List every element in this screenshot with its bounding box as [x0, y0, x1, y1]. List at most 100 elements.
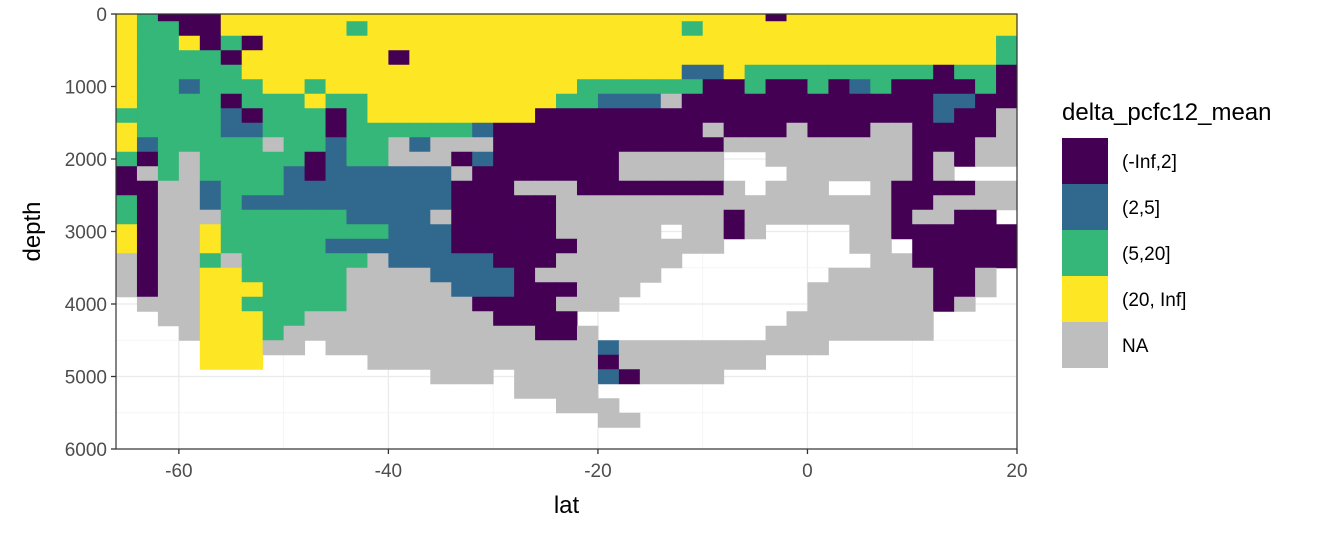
heatmap-cell — [535, 166, 557, 182]
heatmap-cell — [220, 224, 243, 240]
heatmap-cell — [241, 137, 264, 153]
heatmap-cell — [870, 296, 892, 312]
heatmap-cell — [870, 64, 892, 80]
heatmap-cell — [451, 354, 473, 370]
heatmap-cell — [178, 195, 201, 211]
heatmap-cell — [996, 137, 1018, 153]
heatmap-cell — [283, 35, 306, 51]
heatmap-cell — [325, 21, 347, 37]
heatmap-cell — [618, 122, 641, 138]
heatmap-cell — [828, 282, 850, 298]
heatmap-cell — [702, 166, 725, 182]
heatmap-cell — [576, 296, 599, 312]
heatmap-cell — [660, 122, 683, 138]
heatmap-cell — [870, 93, 892, 109]
heatmap-cell — [346, 209, 368, 225]
heatmap-cell — [556, 296, 578, 312]
heatmap-cell — [597, 412, 620, 428]
heatmap-cell — [325, 151, 347, 167]
heatmap-cell — [786, 340, 808, 356]
heatmap-cell — [828, 137, 850, 153]
heatmap-cell — [346, 137, 368, 153]
heatmap-cell — [996, 238, 1018, 254]
heatmap-cell — [262, 122, 285, 138]
heatmap-cell — [178, 79, 201, 95]
heatmap-cell — [912, 267, 934, 283]
heatmap-cell — [933, 21, 955, 37]
y-tick-label: 0 — [96, 5, 107, 26]
heatmap-cell — [933, 108, 955, 124]
heatmap-cell — [639, 209, 662, 225]
heatmap-cell — [535, 296, 557, 312]
heatmap-cell — [451, 238, 473, 254]
heatmap-cell — [451, 14, 473, 22]
heatmap-cell — [618, 340, 641, 356]
heatmap-cell — [472, 79, 494, 95]
heatmap-cell — [262, 14, 285, 22]
legend: delta_pcfc12_mean (-Inf,2] (2,5] (5,20] (20… — [1062, 99, 1271, 368]
heatmap-cell — [199, 166, 222, 182]
heatmap-cell — [996, 195, 1018, 211]
y-axis: 0 1000 2000 3000 4000 5000 6000 — [65, 5, 116, 461]
heatmap-cell — [472, 369, 494, 385]
heatmap-cell — [472, 253, 494, 269]
heatmap-cell — [325, 122, 347, 138]
heatmap-cell — [576, 151, 599, 167]
heatmap-cell — [283, 209, 306, 225]
heatmap-cell — [996, 108, 1018, 124]
heatmap-cell — [723, 79, 746, 95]
heatmap-cell — [388, 180, 410, 196]
heatmap-cell — [367, 50, 389, 66]
heatmap-cell — [283, 151, 306, 167]
heatmap-cell — [681, 354, 704, 370]
heatmap-cell — [849, 108, 871, 124]
heatmap-cell — [451, 93, 473, 109]
heatmap-cell — [828, 64, 850, 80]
heatmap-cell — [472, 93, 494, 109]
heatmap-cell — [304, 137, 327, 153]
heatmap-cell — [954, 195, 976, 211]
heatmap-cell — [702, 21, 725, 37]
heatmap-cell — [723, 195, 746, 211]
heatmap-cell — [136, 296, 159, 312]
heatmap-cell — [535, 340, 557, 356]
heatmap-cell — [660, 108, 683, 124]
heatmap-cell — [388, 93, 410, 109]
heatmap-cell — [996, 93, 1018, 109]
heatmap-cell — [660, 180, 683, 196]
heatmap-cell — [556, 253, 578, 269]
heatmap-cell — [849, 238, 871, 254]
heatmap-cell — [514, 340, 536, 356]
heatmap-cell — [116, 14, 138, 22]
heatmap-cell — [556, 166, 578, 182]
heatmap-cell — [681, 64, 704, 80]
heatmap-cell — [199, 340, 222, 356]
heatmap-cell — [409, 50, 431, 66]
heatmap-cell — [430, 340, 452, 356]
heatmap-cell — [472, 325, 494, 341]
heatmap-cell — [870, 267, 892, 283]
heatmap-cell — [975, 35, 997, 51]
heatmap-cell — [618, 354, 641, 370]
heatmap-cell — [556, 209, 578, 225]
heatmap-cell — [136, 195, 159, 211]
heatmap-cell — [891, 224, 913, 240]
heatmap-cell — [220, 282, 243, 298]
heatmap-cell — [241, 50, 264, 66]
heatmap-cell — [870, 195, 892, 211]
heatmap-cell — [597, 93, 620, 109]
heatmap-cell — [765, 209, 788, 225]
heatmap-cell — [346, 151, 368, 167]
heatmap-cell — [514, 151, 536, 167]
heatmap-cell — [157, 296, 180, 312]
heatmap-cell — [849, 209, 871, 225]
heatmap-cell — [933, 122, 955, 138]
heatmap-cell — [597, 79, 620, 95]
heatmap-cell — [409, 122, 431, 138]
heatmap-cell — [430, 325, 452, 341]
x-tick-label: -60 — [165, 461, 192, 482]
heatmap-cell — [535, 383, 557, 399]
heatmap-cell — [891, 137, 913, 153]
heatmap-cell — [430, 122, 452, 138]
heatmap-cell — [199, 296, 222, 312]
